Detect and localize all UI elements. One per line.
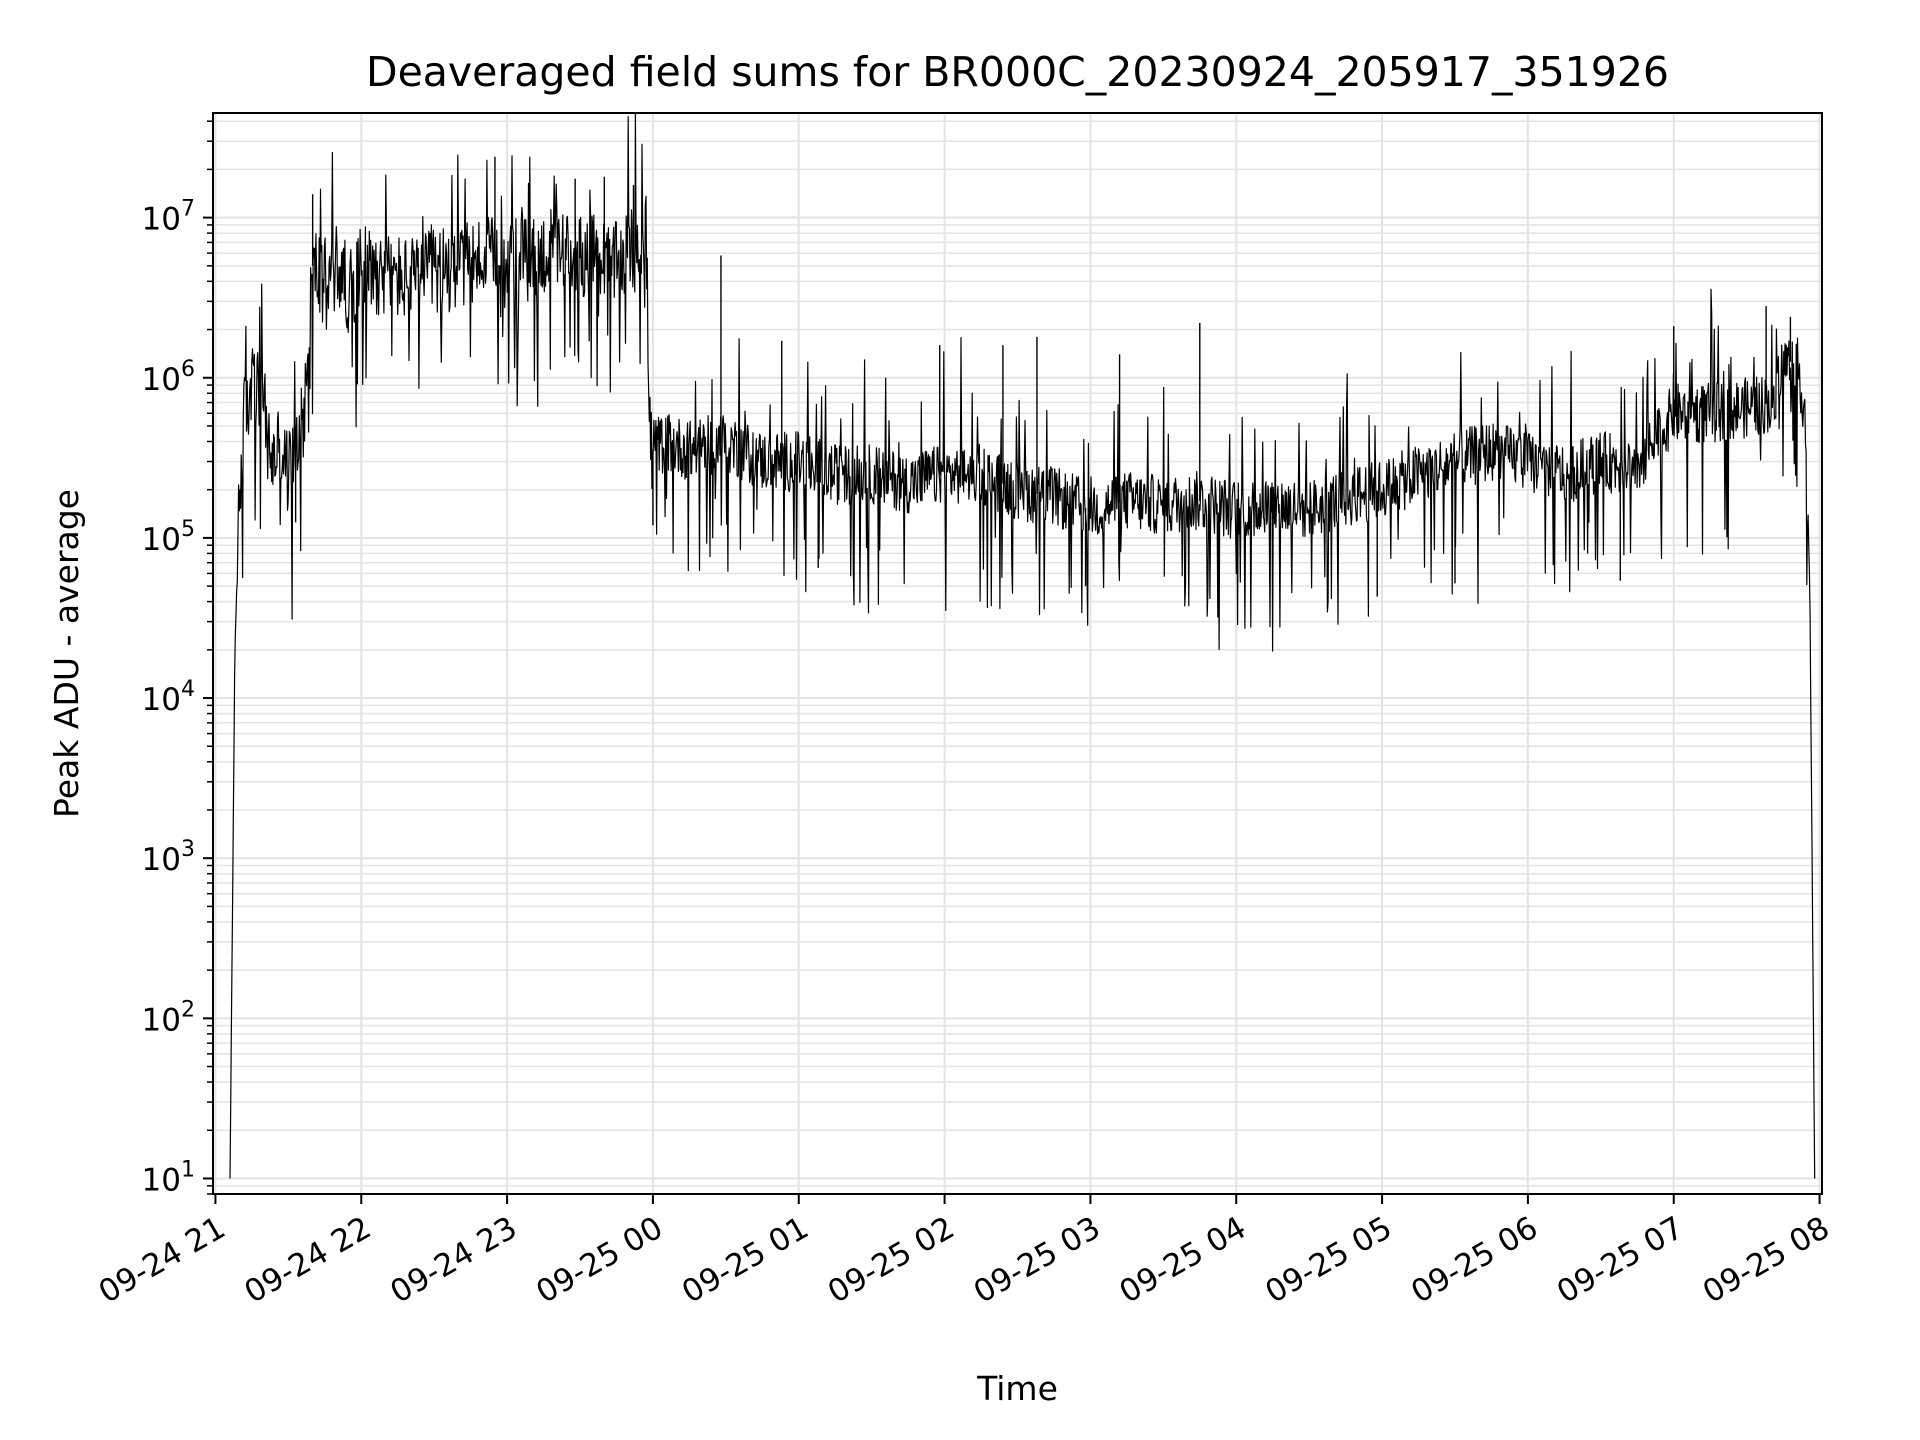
- y-tick-label: 101: [142, 1157, 195, 1198]
- y-tick-label: 103: [142, 837, 195, 878]
- x-tick-label: 09-25 07: [1551, 1210, 1690, 1311]
- x-tick-label: 09-24 22: [239, 1210, 378, 1311]
- grid-lines: [213, 113, 1822, 1195]
- y-tick-label: 102: [142, 997, 195, 1038]
- y-tick-label: 107: [142, 197, 195, 238]
- x-tick-label: 09-24 23: [384, 1210, 523, 1311]
- data-series: [229, 112, 1816, 1179]
- x-tick-label: 09-25 05: [1259, 1210, 1398, 1311]
- x-tick-label: 09-24 21: [93, 1210, 232, 1311]
- x-tick-label: 09-25 00: [530, 1210, 669, 1311]
- y-tick-label: 104: [142, 677, 195, 718]
- y-tick-label: 106: [142, 357, 195, 398]
- chart-title: Deaveraged field sums for BR000C_2023092…: [366, 48, 1669, 96]
- x-tick-label: 09-25 04: [1114, 1210, 1253, 1311]
- x-tick-label: 09-25 01: [676, 1210, 815, 1311]
- y-tick-label: 105: [142, 517, 195, 558]
- x-tick-label: 09-25 03: [968, 1210, 1107, 1311]
- y-axis-ticks: 101 102 103 104 105 106 107: [142, 120, 213, 1198]
- x-tick-label: 09-25 06: [1405, 1210, 1544, 1311]
- axes-frame: [212, 112, 1823, 1195]
- x-tick-label: 09-25 02: [822, 1210, 961, 1311]
- y-axis-title: Peak ADU - average: [47, 489, 86, 818]
- x-axis-ticks: 09-24 21 09-24 22 09-24 23 09-25 00 09-25 01…: [93, 1194, 1836, 1311]
- series-line: [229, 112, 1816, 1179]
- x-tick-label: 09-25 08: [1697, 1210, 1836, 1311]
- x-axis-title: Time: [976, 1369, 1058, 1408]
